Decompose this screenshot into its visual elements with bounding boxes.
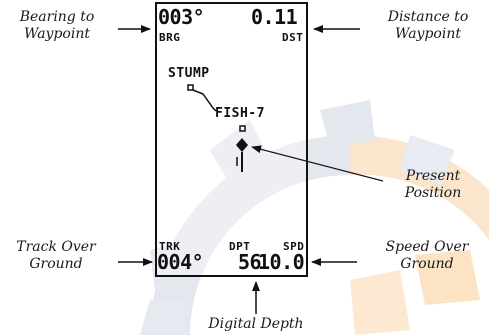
track-label: TRK (159, 240, 181, 253)
depth-label: DPT (229, 240, 251, 253)
screen-border (155, 2, 308, 277)
bearing-value: 003° (158, 5, 205, 29)
depth-value: 56 (238, 250, 262, 274)
callout-track: Track Over Ground (16, 239, 96, 272)
arrow-present-position (251, 145, 384, 182)
track-value: 004° (157, 250, 204, 274)
route-line (192, 89, 217, 112)
present-position-icon (236, 138, 248, 152)
distance-label: DST (282, 31, 304, 44)
callout-bearing: Bearing to Waypoint (19, 9, 95, 42)
speed-value: 10.0 (258, 250, 305, 274)
waypoint-fish7-marker (239, 125, 246, 132)
callout-speed: Speed Over Ground (385, 239, 469, 272)
speed-label: SPD (283, 240, 305, 253)
callout-present-position: Present Position (404, 168, 462, 201)
callout-distance: Distance to Waypoint (387, 9, 469, 42)
waypoint-stump-label: STUMP (168, 66, 210, 81)
waypoint-stump-marker (187, 84, 194, 91)
callout-depth: Digital Depth (208, 316, 304, 332)
bearing-label: BRG (159, 31, 181, 44)
waypoint-fish7-label: FISH-7 (215, 106, 265, 121)
distance-value: 0.11 (251, 5, 298, 29)
